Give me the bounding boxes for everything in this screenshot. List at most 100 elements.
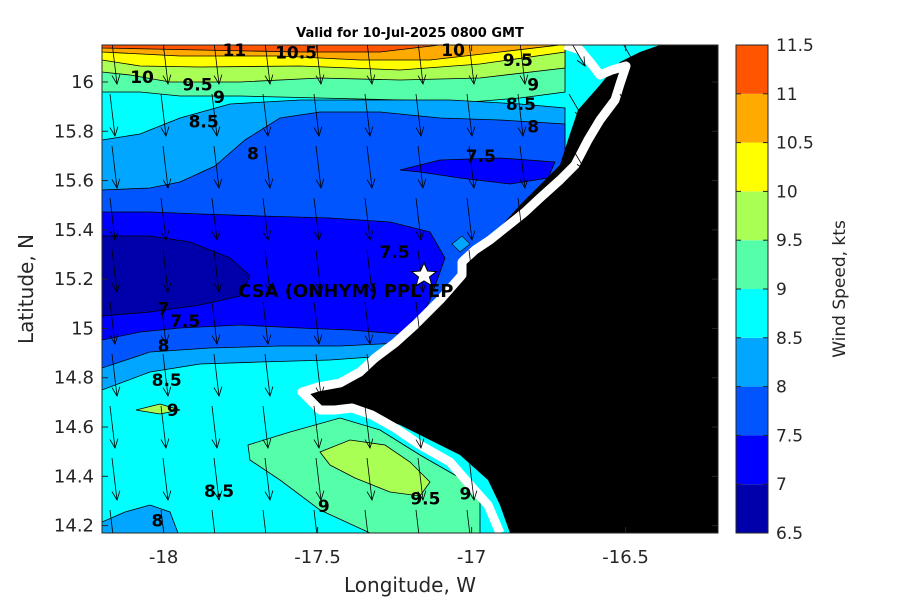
colorbar-tick-label: 6.5 bbox=[776, 524, 803, 544]
wind-arrow bbox=[315, 145, 321, 188]
wind-arrow bbox=[415, 509, 420, 533]
wind-arrow bbox=[211, 197, 217, 240]
wind-arrow bbox=[264, 457, 270, 500]
wind-arrow bbox=[111, 249, 117, 292]
wind-arrow bbox=[112, 45, 117, 84]
wind-arrow bbox=[211, 405, 217, 448]
wind-arrow bbox=[670, 405, 685, 430]
y-axis-label: Latitude, N bbox=[14, 234, 38, 344]
colorbar-tick-label: 11.5 bbox=[776, 36, 814, 56]
wind-arrow bbox=[211, 301, 217, 344]
contour-label: 7 bbox=[158, 300, 170, 320]
x-tick-label: -18 bbox=[149, 547, 178, 568]
colorbar-tick-label: 10 bbox=[776, 182, 798, 202]
wind-arrow bbox=[214, 45, 219, 84]
x-tick-label: -17.5 bbox=[294, 547, 341, 568]
wind-arrow bbox=[109, 197, 115, 240]
y-tick-label: 14.6 bbox=[54, 417, 94, 438]
wind-arrow bbox=[265, 45, 270, 84]
colorbar-segment bbox=[736, 386, 768, 436]
wind-arrow bbox=[468, 353, 474, 396]
wind-arrow bbox=[520, 45, 525, 84]
wind-arrow bbox=[670, 301, 685, 326]
wind-arrow bbox=[264, 353, 270, 396]
wind-arrow bbox=[262, 197, 268, 240]
wind-arrow bbox=[211, 93, 217, 136]
wind-arrow bbox=[162, 145, 168, 188]
wind-arrow bbox=[415, 197, 421, 240]
colorbar: 6.5 7 7.5 8 8.5 9 9.5 10 10.5 11 11.5 bbox=[735, 36, 814, 544]
wind-arrow bbox=[313, 301, 319, 344]
wind-arrow bbox=[313, 509, 318, 533]
contour-label: 9.5 bbox=[410, 489, 440, 509]
y-tick-label: 15.4 bbox=[54, 220, 94, 241]
wind-arrow bbox=[619, 197, 634, 222]
wind-arrow bbox=[264, 145, 270, 188]
wind-arrow bbox=[517, 197, 523, 240]
contour-label: 9 bbox=[167, 401, 179, 421]
y-tick-label: 15 bbox=[71, 318, 94, 339]
wind-arrow bbox=[364, 197, 370, 240]
contour-label: 10.5 bbox=[275, 43, 317, 63]
wind-arrow bbox=[315, 457, 321, 500]
x-tick-label: -17 bbox=[457, 547, 486, 568]
wind-arrow bbox=[517, 405, 523, 448]
wind-arrow bbox=[111, 353, 117, 396]
contour-label: 8 bbox=[158, 337, 170, 357]
band-6.5-7 bbox=[102, 235, 251, 317]
contour-label: 8 bbox=[152, 512, 164, 532]
wind-arrow bbox=[519, 457, 525, 500]
wind-arrow bbox=[364, 405, 370, 448]
contour-label: 8 bbox=[527, 117, 539, 137]
contour-label: 9.5 bbox=[503, 51, 533, 71]
wind-arrow bbox=[517, 301, 523, 344]
wind-arrow bbox=[415, 405, 421, 448]
x-axis-label: Longitude, W bbox=[344, 573, 476, 597]
colorbar-label: Wind Speed, kts bbox=[830, 220, 850, 358]
wind-arrow bbox=[262, 405, 268, 448]
wind-arrow bbox=[262, 93, 268, 136]
contour-label: 10 bbox=[441, 41, 465, 61]
contour-label: 11 bbox=[223, 41, 247, 61]
contour-label: 8.5 bbox=[506, 95, 536, 115]
colorbar-tick-label: 11 bbox=[776, 85, 798, 105]
wind-arrow bbox=[468, 249, 474, 292]
wind-arrow bbox=[366, 353, 372, 396]
wind-arrow bbox=[162, 249, 168, 292]
colorbar-segment bbox=[736, 45, 768, 94]
wind-arrow bbox=[364, 509, 369, 533]
band-9-9.5-islet bbox=[135, 403, 181, 415]
wind-arrow bbox=[468, 145, 474, 188]
colorbar-tick-label: 10.5 bbox=[776, 134, 814, 154]
wind-arrow bbox=[364, 93, 370, 136]
wind-arrow bbox=[213, 457, 219, 500]
wind-arrow bbox=[315, 353, 321, 396]
wind-arrow bbox=[160, 405, 166, 448]
contour-label: 9.5 bbox=[182, 75, 212, 95]
wind-arrow bbox=[109, 405, 115, 448]
wind-arrow bbox=[568, 93, 583, 118]
wind-arrow bbox=[672, 457, 687, 482]
contour-label: 8.5 bbox=[189, 112, 219, 132]
wind-arrow bbox=[619, 93, 634, 118]
wind-arrow bbox=[621, 145, 636, 170]
plot-area bbox=[102, 45, 718, 533]
wind-arrow bbox=[466, 509, 471, 533]
wind-arrow bbox=[568, 197, 583, 222]
wind-arrow bbox=[111, 457, 117, 500]
wind-arrow bbox=[213, 145, 219, 188]
chart-title: Valid for 10-Jul-2025 0800 GMT bbox=[296, 26, 524, 41]
site-annotation: CSA (ONHYM) PPL EP bbox=[238, 281, 453, 302]
wind-arrow bbox=[570, 353, 585, 378]
wind-arrow bbox=[162, 353, 168, 396]
y-axis: 14.2 14.4 14.6 14.8 15 15.2 15.4 15.6 15.8 16 bbox=[54, 72, 718, 537]
y-tick-label: 14.8 bbox=[54, 368, 94, 389]
wind-arrow bbox=[672, 145, 687, 170]
wind-arrow bbox=[211, 509, 216, 533]
x-tick-label: -16.5 bbox=[602, 547, 649, 568]
site-star-marker bbox=[410, 261, 438, 287]
x-axis: -18 -17.5 -17 -16.5 bbox=[149, 45, 649, 568]
wind-arrow bbox=[519, 249, 525, 292]
y-tick-label: 15.2 bbox=[54, 269, 94, 290]
